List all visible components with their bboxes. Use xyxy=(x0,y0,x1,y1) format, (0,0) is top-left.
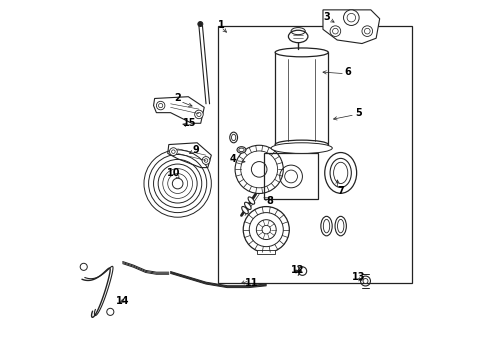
Ellipse shape xyxy=(275,140,328,149)
Circle shape xyxy=(198,22,203,27)
Text: 8: 8 xyxy=(267,196,273,206)
Text: 15: 15 xyxy=(183,118,197,128)
Ellipse shape xyxy=(289,30,308,42)
Text: 13: 13 xyxy=(352,273,365,283)
Ellipse shape xyxy=(275,48,328,57)
Text: 14: 14 xyxy=(116,296,129,306)
Text: 3: 3 xyxy=(323,12,330,22)
Text: 12: 12 xyxy=(292,265,305,275)
Circle shape xyxy=(330,26,341,36)
Ellipse shape xyxy=(237,147,246,153)
Circle shape xyxy=(343,10,359,26)
Circle shape xyxy=(202,157,210,165)
Bar xyxy=(275,53,328,145)
Polygon shape xyxy=(323,10,380,44)
Text: 5: 5 xyxy=(355,108,362,118)
Ellipse shape xyxy=(271,143,332,153)
Bar xyxy=(265,153,318,199)
Circle shape xyxy=(285,170,297,183)
Ellipse shape xyxy=(248,197,255,204)
Polygon shape xyxy=(153,97,204,123)
Ellipse shape xyxy=(321,216,332,236)
Bar xyxy=(257,250,275,255)
Text: 4: 4 xyxy=(229,154,236,164)
Text: 7: 7 xyxy=(337,186,344,195)
Text: 2: 2 xyxy=(174,94,181,103)
Circle shape xyxy=(195,110,203,119)
Circle shape xyxy=(172,178,183,189)
Circle shape xyxy=(363,279,368,283)
Text: 9: 9 xyxy=(192,145,199,155)
Circle shape xyxy=(170,148,177,156)
Ellipse shape xyxy=(230,132,238,143)
Ellipse shape xyxy=(335,216,346,236)
Circle shape xyxy=(80,263,87,270)
Circle shape xyxy=(156,101,165,110)
Text: 1: 1 xyxy=(218,20,224,30)
Text: 11: 11 xyxy=(245,278,259,288)
Text: 6: 6 xyxy=(344,67,351,77)
Ellipse shape xyxy=(245,202,251,210)
Circle shape xyxy=(243,207,289,253)
Ellipse shape xyxy=(242,207,248,214)
Ellipse shape xyxy=(325,153,357,193)
Polygon shape xyxy=(168,143,211,168)
Circle shape xyxy=(362,26,372,36)
Circle shape xyxy=(107,308,114,315)
Text: 10: 10 xyxy=(168,168,181,178)
Bar xyxy=(219,26,412,283)
Circle shape xyxy=(256,220,276,239)
